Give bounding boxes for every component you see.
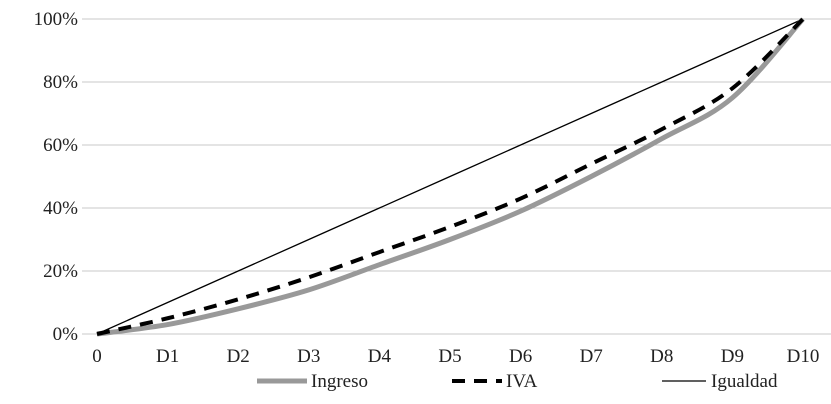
x-tick-label: D7 <box>580 346 603 367</box>
x-tick-label: D1 <box>156 346 179 367</box>
x-tick-label: 0 <box>92 346 102 367</box>
x-tick-label: D2 <box>227 346 250 367</box>
y-tick-label: 100% <box>34 9 79 30</box>
legend-item-igualdad: Igualdad <box>662 371 778 392</box>
grid-lines <box>82 18 831 335</box>
x-tick-label: D9 <box>721 346 744 367</box>
x-tick-label: D8 <box>650 346 673 367</box>
y-tick-label: 80% <box>43 72 78 93</box>
x-tick-label: D10 <box>787 346 820 367</box>
y-tick-label: 0% <box>53 324 79 345</box>
y-tick-label: 40% <box>43 198 78 219</box>
legend-item-ingreso: Ingreso <box>257 371 368 392</box>
y-tick-label: 20% <box>43 261 78 282</box>
legend: Ingreso IVA Igualdad <box>257 371 778 392</box>
x-tick-label: D5 <box>438 346 461 367</box>
x-axis-tick-labels: 0 D1 D2 D3 D4 D5 D6 D7 D8 D9 D10 <box>92 346 819 367</box>
series-line-igualdad <box>96 18 804 335</box>
y-tick-label: 60% <box>43 135 78 156</box>
x-tick-label: D3 <box>297 346 320 367</box>
series-line-ingreso <box>96 17 805 337</box>
series-lines <box>96 17 805 337</box>
legend-label: Igualdad <box>711 371 778 392</box>
legend-label: IVA <box>506 371 538 392</box>
y-axis-tick-labels: 0% 20% 40% 60% 80% 100% <box>34 9 79 345</box>
x-tick-label: D6 <box>509 346 532 367</box>
legend-label: Ingreso <box>311 371 368 392</box>
legend-item-iva: IVA <box>452 371 538 392</box>
x-tick-label: D4 <box>368 346 392 367</box>
